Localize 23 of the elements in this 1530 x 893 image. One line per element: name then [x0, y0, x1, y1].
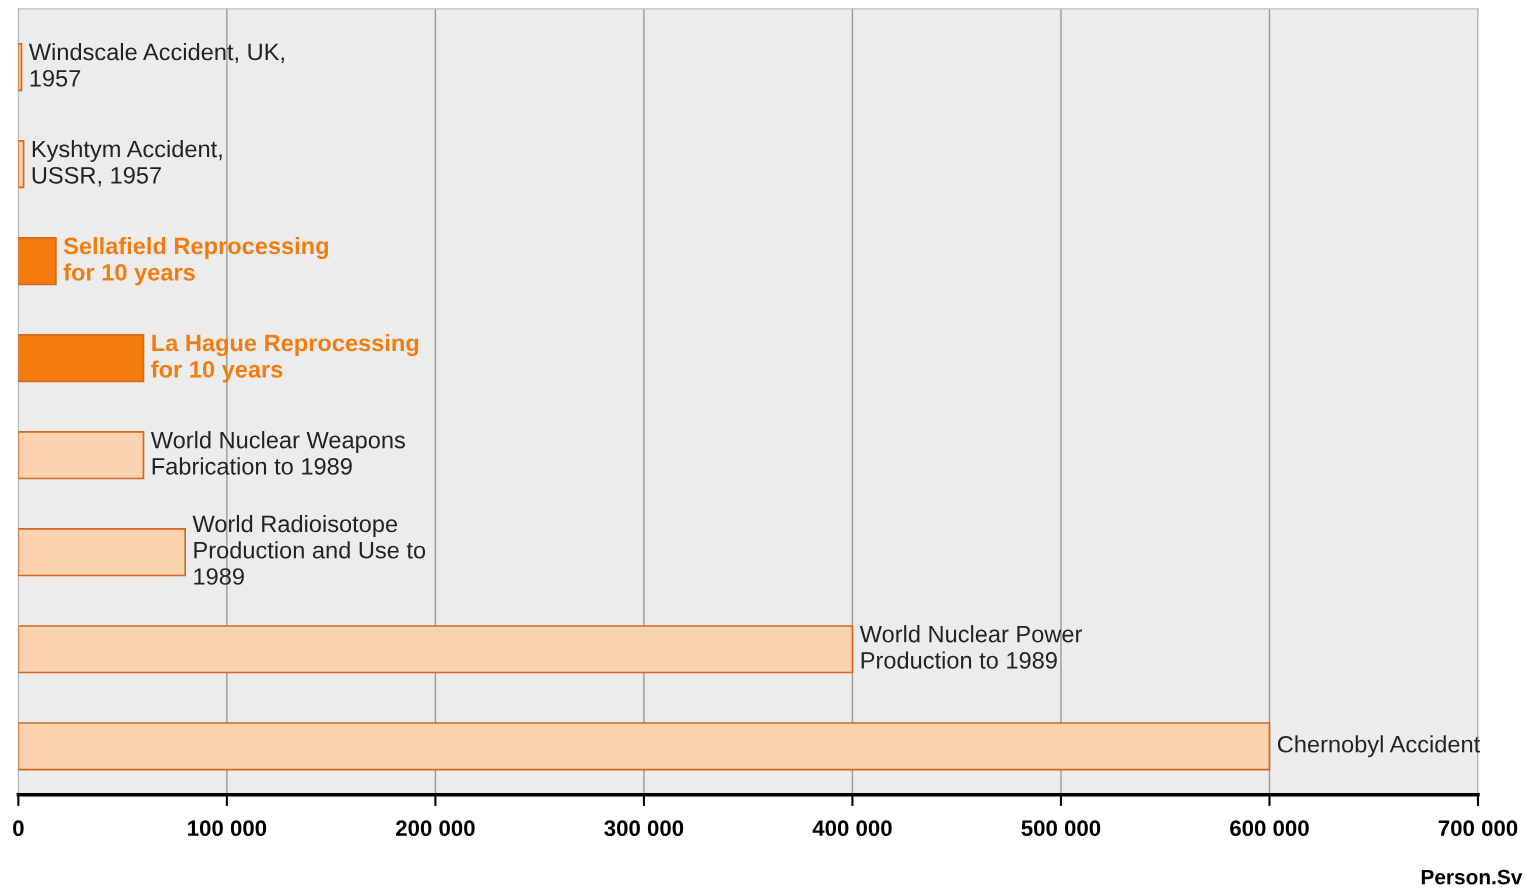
bar	[18, 237, 57, 286]
y-tick-label: Sellafield Reprocessing for 10 years	[63, 236, 328, 286]
bar	[18, 528, 187, 577]
x-tick-label: 700 000	[1438, 820, 1518, 837]
y-tick-label: World Nuclear Weapons Fabrication to 1989	[150, 431, 405, 475]
x-tick-label: 200 000	[396, 820, 475, 837]
x-tick-label: 100 000	[188, 820, 267, 837]
bar	[18, 334, 145, 383]
x-tick-label: 300 000	[604, 820, 684, 837]
x-tick-label: 0	[13, 820, 24, 837]
y-tick-label: World Nuclear Power Production to 1989	[859, 625, 1082, 669]
bar	[18, 431, 145, 480]
y-tick-label: Kyshtym Accident, USSR, 1957	[32, 140, 222, 187]
x-axis-title: Person.Sv	[1421, 869, 1523, 885]
x-tick-label: 600 000	[1230, 820, 1309, 837]
y-tick-label: World Radioisotope Production and Use to 1989	[192, 514, 426, 585]
y-tick-label: Chernobyl Accident	[1277, 735, 1481, 758]
bar	[18, 722, 1271, 771]
bar	[18, 625, 854, 674]
y-tick-label: La Hague Reprocessing for 10 years	[151, 333, 419, 383]
x-tick-label: 500 000	[1021, 820, 1101, 837]
y-tick-label: Windscale Accident, UK, 1957	[28, 42, 284, 87]
x-tick-label: 400 000	[812, 820, 892, 837]
